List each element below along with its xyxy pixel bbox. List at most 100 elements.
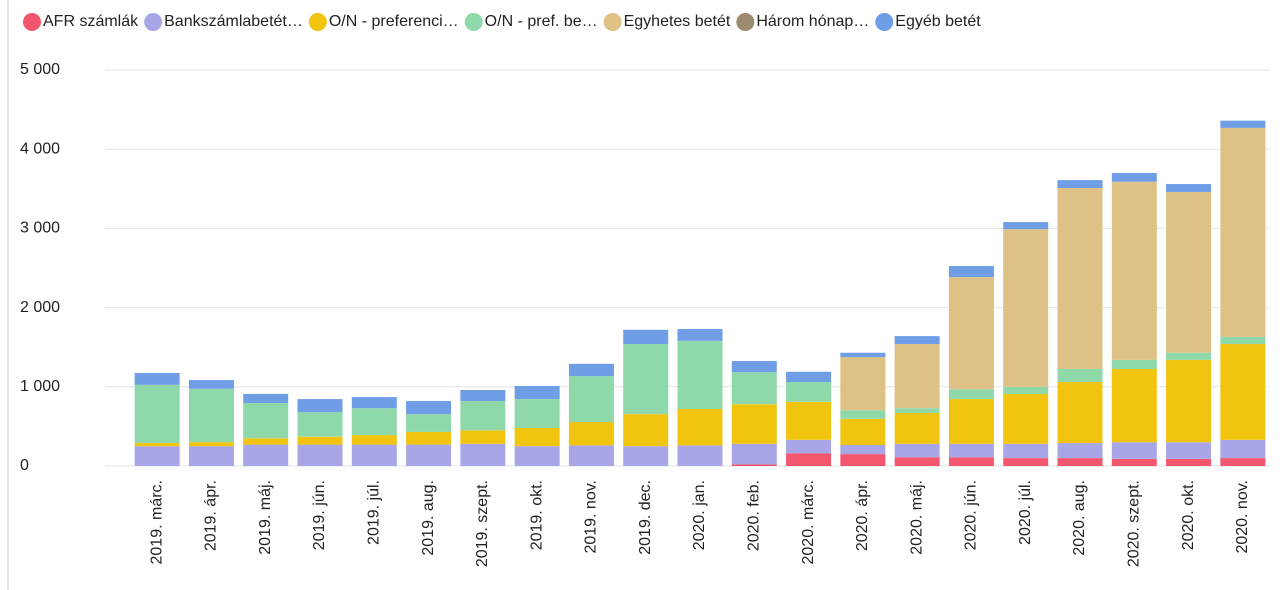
x-tick-label: 2020. márc. (800, 480, 817, 564)
bar-segment (1057, 180, 1103, 189)
bar-segment (1220, 127, 1266, 337)
x-tick-label: 2019. márc. (148, 480, 165, 564)
bar-segment (188, 442, 234, 447)
legend-label: O/N - preferenci… (329, 13, 459, 30)
bar-segment (786, 439, 832, 454)
bar-segment (948, 457, 994, 466)
bar-segment (840, 418, 886, 446)
bar-segment (623, 414, 669, 447)
bar-segment (731, 361, 777, 373)
x-tick-label: 2020. máj. (908, 480, 925, 555)
bar-segment (731, 443, 777, 465)
bar-segment (1003, 229, 1049, 387)
bar-segment (1003, 222, 1049, 230)
bar-segment (948, 266, 994, 278)
legend-swatch (603, 13, 622, 31)
bar-segment (677, 408, 723, 446)
bar-segment (786, 382, 832, 402)
bar-segment (1111, 359, 1157, 369)
bar-segment (514, 427, 560, 447)
bar-segment (243, 403, 289, 439)
bar-segment (1220, 120, 1266, 128)
bar-segment (731, 404, 777, 444)
bar-segment (731, 372, 777, 405)
bar-segment (134, 384, 180, 444)
bar-segment (840, 352, 886, 358)
x-tick-label: 2020. jún. (963, 480, 980, 550)
bar-segment (568, 376, 614, 423)
bar-segment (243, 438, 289, 445)
bar-segment (894, 344, 940, 409)
bar-segment (406, 414, 452, 432)
legend-swatch (144, 13, 163, 31)
x-tick-label: 2020. szept. (1126, 480, 1143, 567)
bar-segment (134, 446, 180, 466)
x-tick-label: 2020. okt. (1180, 480, 1197, 550)
bar-segment (948, 389, 994, 400)
y-tick-label: 2 000 (20, 299, 60, 316)
x-tick-label: 2020. nov. (1234, 480, 1251, 554)
legend-label: Bankszámlabetét… (164, 13, 303, 30)
bar-segment (786, 371, 832, 383)
legend-label: Egyhetes betét (624, 13, 731, 30)
bar-segment (1220, 439, 1266, 459)
bar-segment (677, 328, 723, 341)
bar-segment (297, 399, 343, 413)
x-tick-label: 2019. dec. (637, 480, 654, 555)
x-tick-label: 2019. nov. (583, 480, 600, 554)
bar-segment (1220, 458, 1266, 466)
legend-swatch (875, 13, 894, 31)
bar-segment (894, 412, 940, 444)
x-tick-label: 2019. okt. (528, 480, 545, 550)
bar-segment (840, 445, 886, 455)
bar-segment (243, 393, 289, 404)
y-tick-label: 4 000 (20, 140, 60, 157)
x-tick-label: 2020. ápr. (854, 480, 871, 551)
bar-segment (623, 446, 669, 466)
bar-segment (351, 397, 397, 409)
bar-segment (514, 399, 560, 428)
legend-label: O/N - pref. be… (485, 13, 598, 30)
legend-swatch (464, 13, 483, 31)
bar-segment (677, 340, 723, 409)
bar-segment (1057, 368, 1103, 383)
bar-segment (948, 443, 994, 458)
bar-segment (894, 408, 940, 413)
legend-swatch (23, 13, 41, 31)
bar-segment (514, 386, 560, 400)
legend-swatch (736, 13, 755, 31)
bar-segment (1111, 368, 1157, 443)
bar-segment (297, 412, 343, 437)
bar-segment (297, 436, 343, 445)
bar-segment (840, 357, 886, 411)
bar-segment (623, 344, 669, 415)
bar-segment (460, 430, 506, 444)
y-tick-label: 5 000 (20, 61, 60, 78)
bar-segment (1003, 386, 1049, 394)
bar-segment (840, 410, 886, 419)
bar-segment (514, 446, 560, 466)
bar-segment (1111, 172, 1157, 182)
bar-segment (731, 464, 777, 466)
legend-label: Egyéb betét (895, 13, 981, 30)
bar-segment (460, 443, 506, 466)
bar-segment (1003, 393, 1049, 444)
legend-label: AFR számlák (43, 13, 139, 30)
bar-segment (1166, 442, 1212, 459)
x-tick-label: 2019. jún. (311, 480, 328, 550)
bar-segment (134, 372, 180, 385)
bar-segment (894, 443, 940, 458)
bar-segment (351, 408, 397, 436)
bar-segment (1166, 458, 1212, 466)
bar-segment (1166, 184, 1212, 192)
bar-segment (460, 389, 506, 402)
bar-segment (1057, 382, 1103, 444)
bar-segment (406, 444, 452, 466)
bar-segment (786, 453, 832, 466)
bar-segment (1111, 442, 1157, 459)
bar-segment (568, 445, 614, 466)
bar-segment (1166, 359, 1212, 443)
x-tick-label: 2019. szept. (474, 480, 491, 567)
bar-segment (243, 444, 289, 466)
